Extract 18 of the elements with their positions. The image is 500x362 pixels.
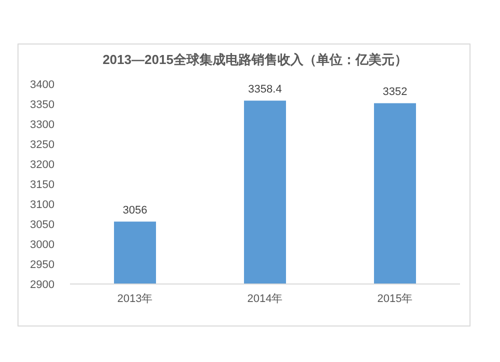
y-tick-label: 3350	[30, 99, 54, 111]
y-tick-label: 3050	[30, 219, 54, 231]
y-tick-label: 3250	[30, 139, 54, 151]
y-tick-label: 3400	[30, 79, 54, 91]
data-label: 3056	[122, 204, 148, 217]
data-label: 3352	[382, 86, 408, 98]
y-tick-label: 2950	[30, 259, 54, 271]
y-tick-label: 3300	[30, 119, 54, 131]
y-tick-label: 3150	[30, 179, 54, 191]
x-tick-label: 2013年	[117, 293, 153, 305]
x-tick-label: 2015年	[377, 293, 413, 305]
data-label: 3358.4	[248, 84, 282, 96]
y-tick-label: 3000	[30, 239, 54, 251]
y-tick-label: 2900	[30, 279, 54, 291]
y-tick-label: 3100	[30, 199, 54, 211]
x-tick-label: 2014年	[247, 293, 283, 305]
chart-title: 2013—2015全球集成电路销售收入（单位：亿美元）	[102, 52, 408, 67]
y-tick-label: 3200	[30, 159, 54, 171]
